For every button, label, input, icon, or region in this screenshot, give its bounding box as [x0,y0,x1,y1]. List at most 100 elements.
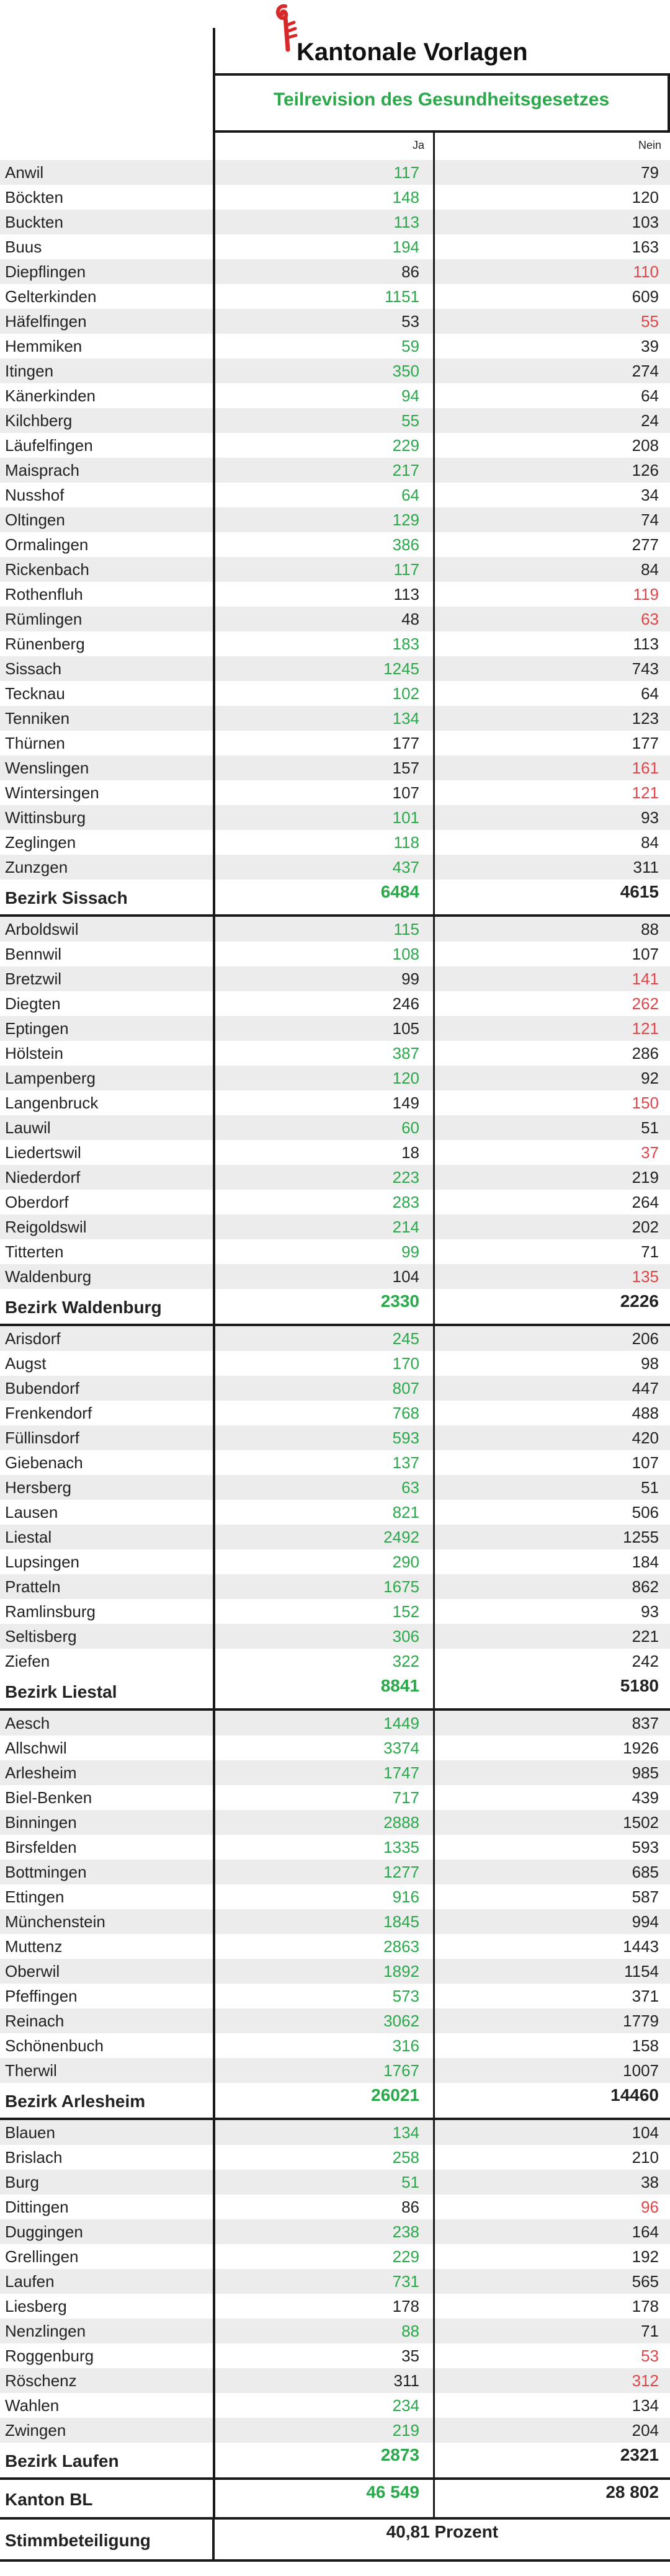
ja-votes: 102 [213,681,433,706]
total-label: Kanton BL [5,2490,93,2509]
table-row: Ziefen 322 242 [0,1649,670,1674]
table-row: Roggenburg 35 53 [0,2343,670,2368]
table-row: Birsfelden 1335 593 [0,1835,670,1860]
ja-votes: 768 [213,1401,433,1425]
municipality-name: Liedertswil [5,1143,81,1162]
ja-votes: 350 [213,359,433,383]
municipality-name: Rünenberg [5,635,85,653]
municipality-name: Zunzgen [5,858,68,876]
column-header-nein: Nein [433,133,670,160]
column-header-row: Ja Nein [0,133,670,160]
ja-votes: 148 [213,185,433,210]
municipality-name: Blauen [5,2123,55,2142]
nein-votes: 158 [433,2033,670,2058]
table-row: Arisdorf 245 206 [0,1326,670,1351]
table-row: Liesberg 178 178 [0,2294,670,2319]
table-row: Füllinsdorf 593 420 [0,1425,670,1450]
ja-votes: 170 [213,1351,433,1376]
nein-votes: 210 [433,2145,670,2170]
ja-votes: 573 [213,1984,433,2008]
municipality-name: Rothenfluh [5,585,83,604]
nein-votes: 74 [433,507,670,532]
table-row: Rünenberg 183 113 [0,631,670,656]
baselland-crosier-logo-icon [275,4,298,52]
nein-votes: 206 [433,1326,670,1351]
district-group: Arboldswil 115 88 Bennwil 108 107 Bretzwil 99 14… [0,917,670,1289]
nein-votes: 1007 [433,2058,670,2083]
ja-votes: 118 [213,830,433,855]
ja-votes: 149 [213,1090,433,1115]
nein-votes: 262 [433,991,670,1016]
municipality-name: Känerkinden [5,386,96,405]
nein-votes: 51 [433,1475,670,1500]
table-row: Reinach 3062 1779 [0,2008,670,2033]
ja-votes: 2492 [213,1525,433,1549]
municipality-name: Tecknau [5,684,65,703]
nein-votes: 92 [433,1066,670,1090]
ja-votes: 731 [213,2269,433,2294]
nein-votes: 184 [433,1549,670,1574]
table-row: Itingen 350 274 [0,359,670,383]
nein-votes: 264 [433,1190,670,1214]
municipality-name: Muttenz [5,1937,63,1956]
municipality-name: Pratteln [5,1577,61,1596]
nein-votes: 28 802 [433,2480,670,2520]
nein-votes: 64 [433,383,670,408]
municipality-name: Lampenberg [5,1069,96,1087]
municipality-name: Bretzwil [5,969,62,988]
municipality-name: Häfelfingen [5,312,87,331]
table-row: Känerkinden 94 64 [0,383,670,408]
ja-votes: 217 [213,458,433,483]
nein-votes: 208 [433,433,670,458]
ja-votes: 916 [213,1884,433,1909]
nein-votes: 104 [433,2120,670,2145]
municipality-name: Hersberg [5,1478,71,1497]
nein-votes: 134 [433,2393,670,2418]
nein-votes: 837 [433,1711,670,1736]
municipality-name: Böckten [5,188,63,207]
table-row: Wenslingen 157 161 [0,755,670,780]
ja-votes: 134 [213,706,433,731]
ja-votes: 2873 [213,2443,433,2480]
municipality-name: Arboldswil [5,920,79,938]
ja-votes: 46 549 [213,2480,433,2520]
ja-votes: 152 [213,1599,433,1624]
table-row: Hölstein 387 286 [0,1041,670,1066]
ja-votes: 64 [213,483,433,507]
municipality-name: Reigoldswil [5,1218,87,1236]
municipality-name: Kilchberg [5,411,73,430]
nein-votes: 1255 [433,1525,670,1549]
municipality-name: Lauwil [5,1118,51,1137]
municipality-name: Eptingen [5,1019,69,1038]
table-row: Grellingen 229 192 [0,2244,670,2269]
nein-votes: 163 [433,234,670,259]
table-row: Lausen 821 506 [0,1500,670,1525]
municipality-name: Niederdorf [5,1168,81,1187]
ja-votes: 229 [213,2244,433,2269]
table-row: Wahlen 234 134 [0,2393,670,2418]
municipality-name: Grellingen [5,2247,79,2266]
ja-votes: 6484 [213,880,433,917]
table-row: Gelterkinden 1151 609 [0,284,670,309]
district-total-row: Bezirk Laufen 2873 2321 [0,2443,670,2480]
nein-votes: 110 [433,259,670,284]
nein-votes: 161 [433,755,670,780]
ja-votes: 99 [213,966,433,991]
nein-votes: 4615 [433,880,670,917]
table-row: Reigoldswil 214 202 [0,1214,670,1239]
ja-votes: 1767 [213,2058,433,2083]
nein-votes: 71 [433,2319,670,2343]
nein-votes: 2226 [433,1289,670,1326]
nein-votes: 164 [433,2219,670,2244]
table-row: Liedertswil 18 37 [0,1140,670,1165]
district-total-row: Bezirk Sissach 6484 4615 [0,880,670,917]
municipality-name: Liesberg [5,2297,67,2315]
nein-votes: 84 [433,557,670,582]
table-row: Niederdorf 223 219 [0,1165,670,1190]
table-row: Ormalingen 386 277 [0,532,670,557]
nein-votes: 242 [433,1649,670,1674]
municipality-name: Buckten [5,213,63,231]
turnout-label: Stimmbeteiligung [5,2531,151,2550]
table-row: Schönenbuch 316 158 [0,2033,670,2058]
